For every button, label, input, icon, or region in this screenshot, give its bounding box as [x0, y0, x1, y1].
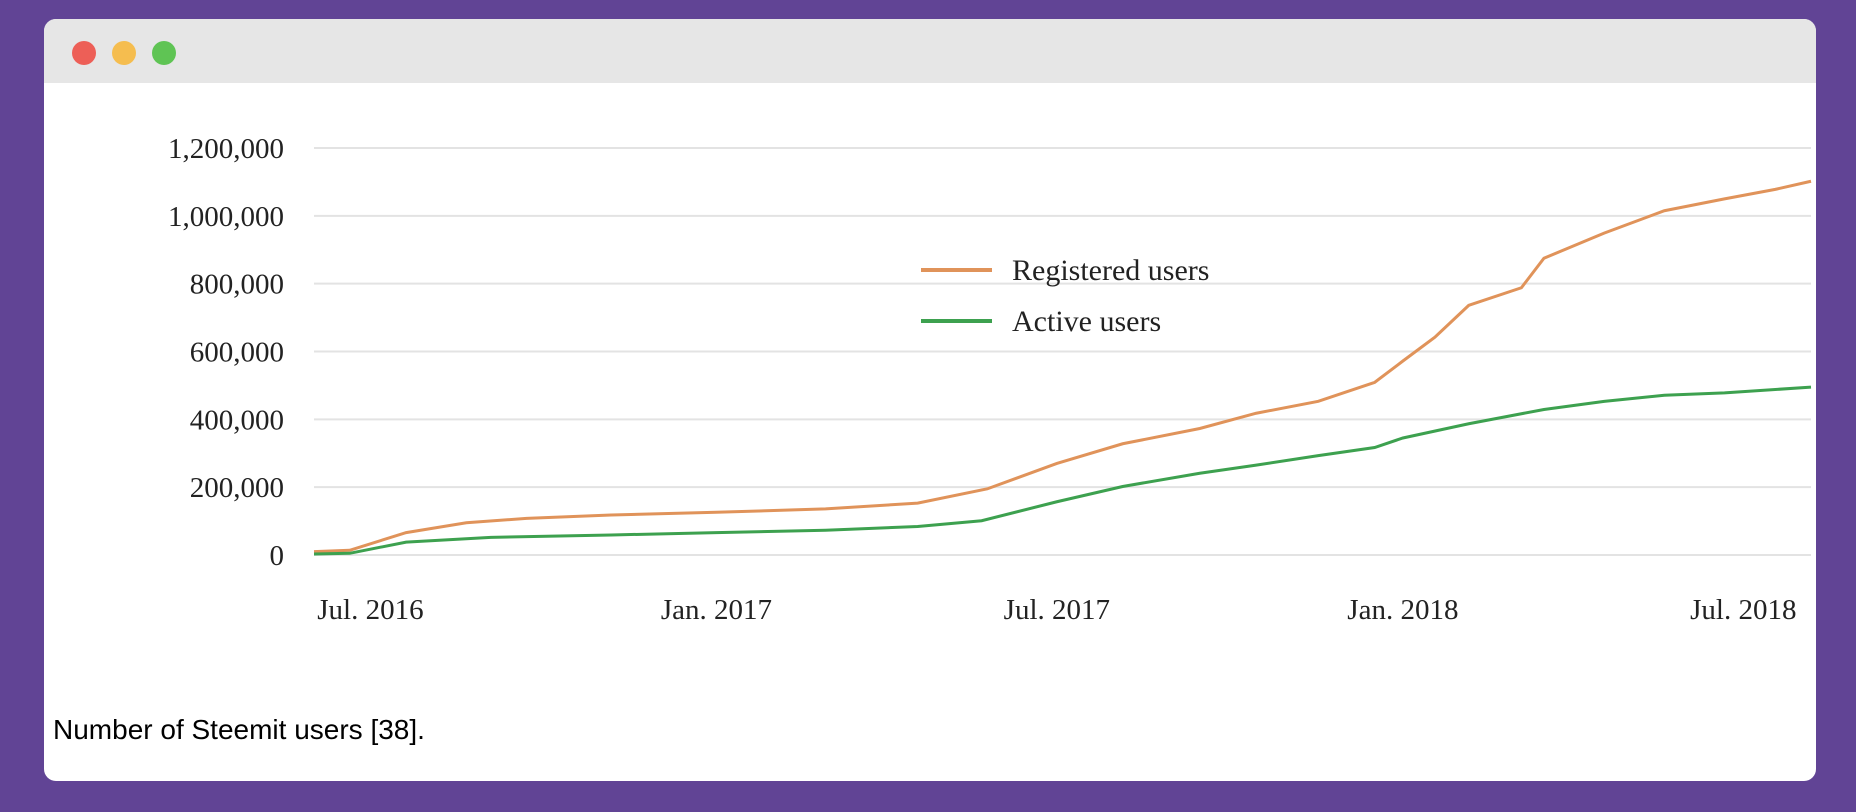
- y-tick-label: 1,200,000: [168, 133, 284, 165]
- close-window-button[interactable]: [72, 41, 96, 65]
- y-tick-label: 600,000: [190, 337, 284, 369]
- x-tick-label: Jan. 2017: [661, 594, 772, 626]
- x-tick-label: Jul. 2016: [317, 594, 423, 626]
- users-line-chart: 0 200,000 400,000 600,000 800,000 1,000,000 1,…: [168, 133, 1812, 626]
- legend: Registered users Active users: [921, 254, 1209, 338]
- y-tick-label: 400,000: [190, 404, 284, 436]
- title-bar: [44, 19, 1816, 83]
- minimize-window-button[interactable]: [112, 41, 136, 65]
- y-tick-label: 0: [270, 540, 285, 572]
- x-tick-label: Jul. 2017: [1004, 594, 1110, 626]
- series-line-active: [313, 385, 1812, 556]
- legend-label-registered: Registered users: [1012, 254, 1209, 287]
- series-line-registered: [313, 179, 1812, 554]
- browser-window: 0 200,000 400,000 600,000 800,000 1,000,000 1,…: [44, 19, 1816, 781]
- y-tick-label: 1,000,000: [168, 201, 284, 233]
- x-tick-label: Jan. 2018: [1347, 594, 1458, 626]
- maximize-window-button[interactable]: [152, 41, 176, 65]
- y-tick-label: 800,000: [190, 269, 284, 301]
- legend-label-active: Active users: [1012, 305, 1161, 338]
- figure-caption: Number of Steemit users [38].: [53, 714, 425, 745]
- y-tick-label: 200,000: [190, 472, 284, 504]
- x-tick-label: Jul. 2018: [1690, 594, 1796, 626]
